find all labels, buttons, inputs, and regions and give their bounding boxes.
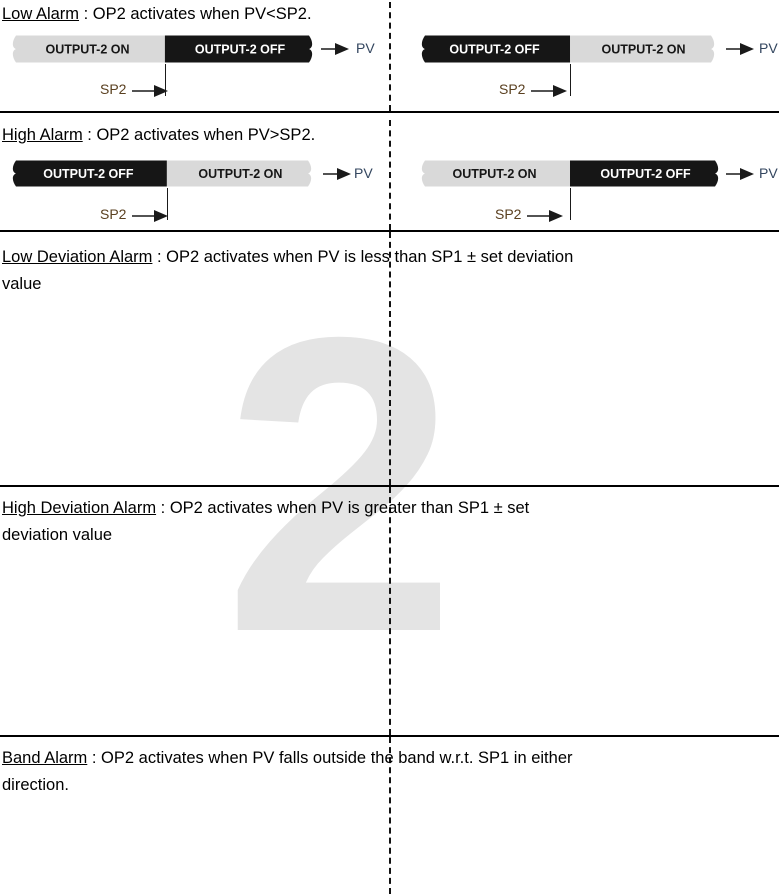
- svg-text:OUTPUT-2 OFF: OUTPUT-2 OFF: [195, 42, 286, 56]
- svg-text:OUTPUT-2 ON: OUTPUT-2 ON: [198, 167, 282, 181]
- svg-text:OUTPUT-2 ON: OUTPUT-2 ON: [601, 42, 685, 56]
- svg-text:OUTPUT-2 ON: OUTPUT-2 ON: [45, 42, 129, 56]
- svg-text:OUTPUT-2 OFF: OUTPUT-2 OFF: [449, 42, 540, 56]
- svg-text:OUTPUT-2 ON: OUTPUT-2 ON: [452, 167, 536, 181]
- svg-text:OUTPUT-2 OFF: OUTPUT-2 OFF: [600, 167, 691, 181]
- svg-text:OUTPUT-2 OFF: OUTPUT-2 OFF: [43, 167, 134, 181]
